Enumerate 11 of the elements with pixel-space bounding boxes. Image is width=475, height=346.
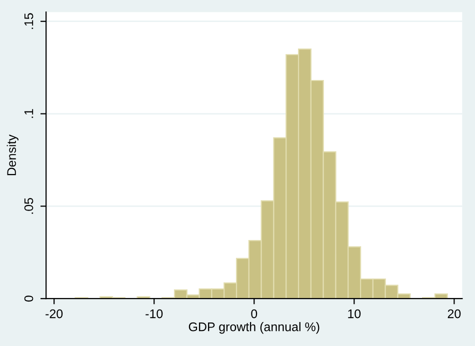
y-tick-label: .1 [24, 109, 34, 118]
x-tick-label: -10 [146, 309, 163, 318]
y-tick-label: .15 [24, 13, 34, 29]
x-tick-label: 0 [251, 309, 258, 318]
x-tick-label: 20 [448, 309, 461, 318]
x-tick-label: 10 [348, 309, 361, 318]
x-axis-title: GDP growth (annual %) [188, 322, 320, 334]
y-tick-label: .05 [24, 198, 34, 214]
x-tick-label: -20 [46, 309, 63, 318]
y-tick-label: 0 [24, 296, 34, 302]
y-axis-title: Density [6, 134, 18, 176]
